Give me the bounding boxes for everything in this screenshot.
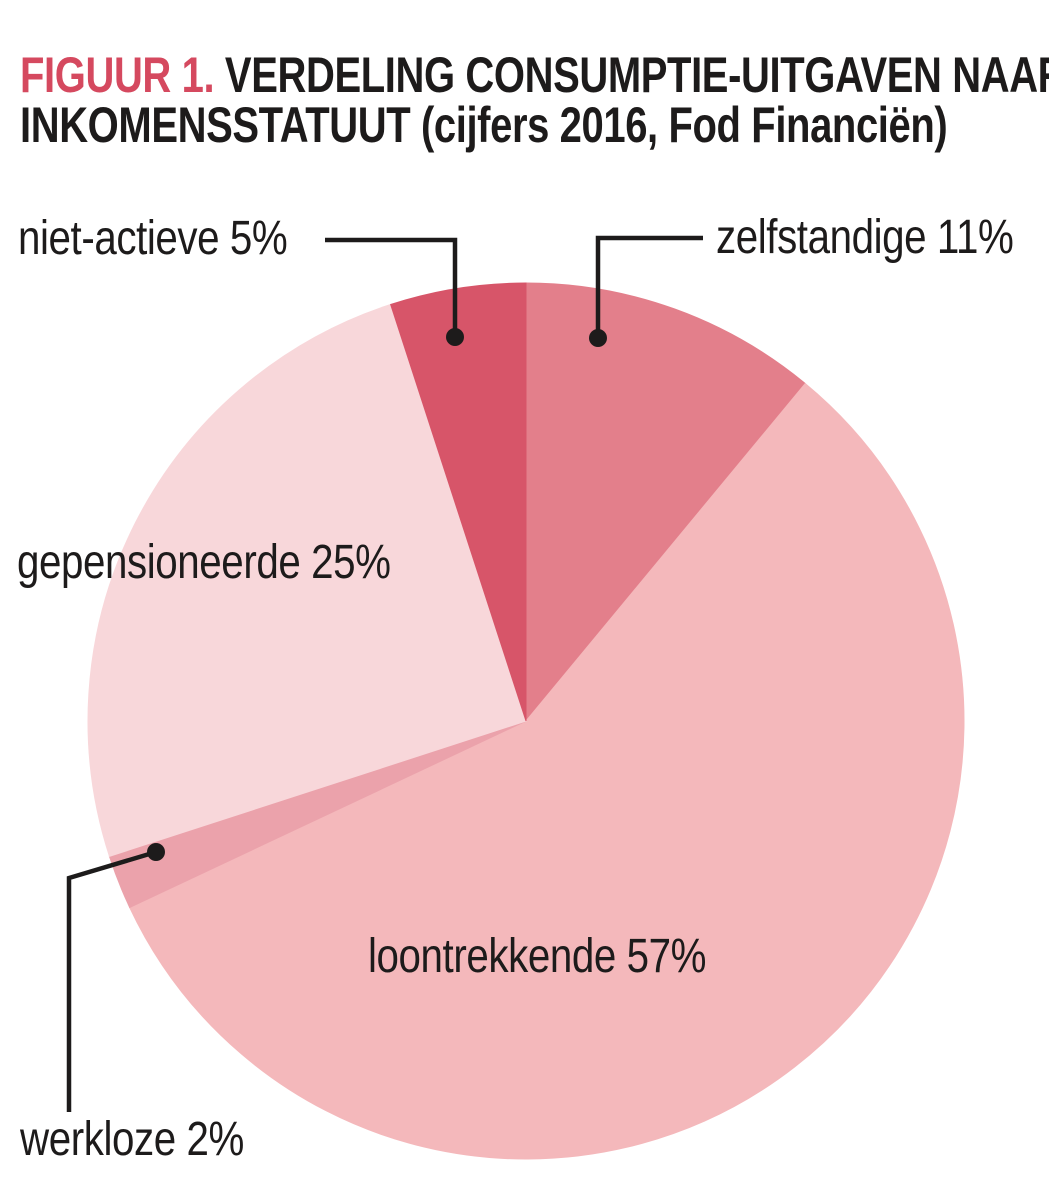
- figure-title-line2: INKOMENSSTATUUT (cijfers 2016, Fod Finan…: [20, 96, 948, 153]
- slice-label-zelfstandige: zelfstandige 11%: [716, 211, 1014, 264]
- leader-dot-niet-actieve: [446, 328, 464, 346]
- figure-title-line1: VERDELING CONSUMPTIE-UITGAVEN NAAR: [224, 46, 1049, 103]
- figure-number-label: FIGUUR 1.: [20, 46, 215, 103]
- leader-dot-werkloze: [147, 843, 165, 861]
- pie-slice-zelfstandige: [525, 282, 806, 723]
- figure-title: FIGUUR 1. VERDELING CONSUMPTIE-UITGAVEN …: [20, 50, 1049, 150]
- leader-line-werkloze: [66, 849, 157, 1112]
- leader-lines-group: [66, 235, 703, 1112]
- slice-label-werkloze: werkloze 2%: [20, 1113, 244, 1166]
- slice-label-gepensioneerde: gepensioneerde 25%: [17, 536, 391, 589]
- pie-slice-gepensioneerde: [87, 303, 527, 857]
- pie-slice-loontrekkende: [129, 382, 965, 1160]
- leader-line-niet-actieve: [325, 237, 458, 337]
- pie-slices-group: [87, 282, 965, 1160]
- pie-slice-niet-actieve: [390, 282, 527, 722]
- leader-dot-zelfstandige: [589, 329, 607, 347]
- leader-line-zelfstandige: [595, 235, 703, 338]
- slice-label-niet-actieve: niet-actieve 5%: [18, 212, 288, 265]
- slice-label-loontrekkende: loontrekkende 57%: [368, 930, 707, 983]
